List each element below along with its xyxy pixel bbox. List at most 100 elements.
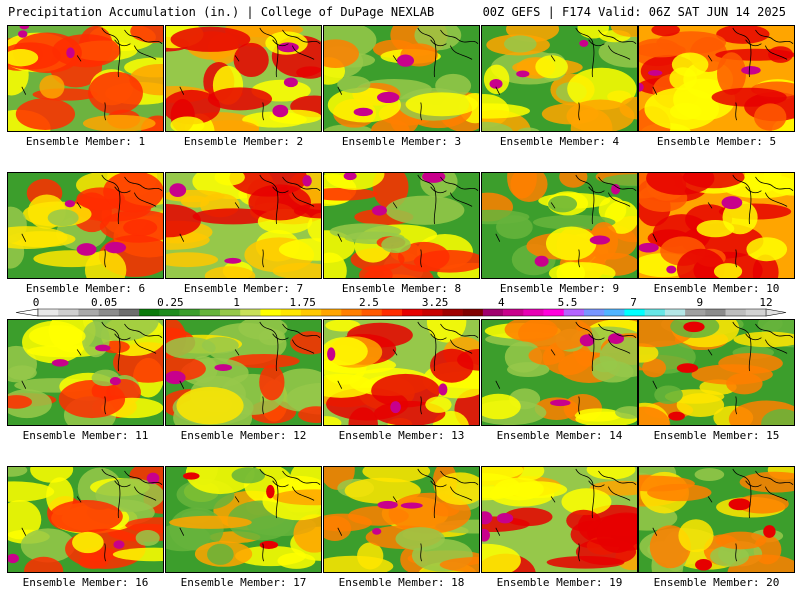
scale-swatch xyxy=(199,309,221,316)
precip-maximum xyxy=(372,528,382,535)
ensemble-map-panel xyxy=(638,25,795,132)
precip-maximum xyxy=(422,173,446,183)
ensemble-map-panel xyxy=(7,25,164,132)
precip-maximum xyxy=(668,411,685,421)
precip-contour xyxy=(8,467,28,477)
ensemble-member-label: Ensemble Member: 1 xyxy=(25,135,146,148)
precip-maximum xyxy=(763,525,776,538)
precip-contour xyxy=(166,252,219,268)
precip-contour xyxy=(293,203,321,219)
precip-contour xyxy=(324,337,368,366)
precip-contour xyxy=(639,42,686,58)
precip-contour xyxy=(761,409,794,425)
ensemble-member-label: Ensemble Member: 16 xyxy=(22,576,149,589)
ensemble-member-label: Ensemble Member: 11 xyxy=(22,429,149,442)
precip-contour xyxy=(482,516,530,533)
precip-contour xyxy=(324,39,359,68)
coastline xyxy=(259,321,321,372)
precip-maximum xyxy=(146,472,160,484)
precip-contour xyxy=(434,472,479,505)
precip-contour xyxy=(405,92,479,117)
ensemble-member-label: Ensemble Member: 18 xyxy=(338,576,465,589)
ensemble-member-label: Ensemble Member: 3 xyxy=(341,135,462,148)
precip-maximum xyxy=(113,540,125,549)
state-border xyxy=(495,55,581,121)
scale-swatch xyxy=(664,309,686,316)
coastline xyxy=(732,321,794,372)
precip-contour xyxy=(371,373,440,408)
scale-swatch xyxy=(584,309,605,316)
precip-contour xyxy=(358,265,393,278)
precip-maximum xyxy=(224,257,242,264)
precip-contour xyxy=(615,406,637,419)
precip-contour xyxy=(204,266,256,278)
precip-contour xyxy=(135,530,160,546)
precip-maximum xyxy=(611,183,621,195)
state-border xyxy=(21,202,107,268)
precip-maximum xyxy=(390,401,401,414)
scale-swatch xyxy=(725,309,747,316)
scale-swatch xyxy=(462,309,484,316)
precip-contour xyxy=(130,26,163,43)
precip-contour xyxy=(385,195,465,225)
scale-swatch xyxy=(139,309,160,316)
scale-swatch xyxy=(159,309,180,316)
precip-contour xyxy=(52,34,121,68)
precip-contour xyxy=(192,208,274,225)
precip-contour xyxy=(207,543,234,565)
precip-contour xyxy=(95,478,163,513)
precip-contour xyxy=(482,467,524,481)
scale-tick-label: 5.5 xyxy=(558,296,578,309)
ensemble-member-label: Ensemble Member: 8 xyxy=(341,282,462,295)
ensemble-member-label: Ensemble Member: 20 xyxy=(653,576,780,589)
scale-swatch xyxy=(543,309,565,316)
precip-contour xyxy=(39,74,65,99)
precip-maximum xyxy=(327,347,336,361)
precip-maximum xyxy=(283,77,298,88)
precip-contour xyxy=(30,467,74,483)
scale-swatch xyxy=(745,309,767,316)
precip-contour xyxy=(682,173,745,189)
precip-maximum xyxy=(343,173,357,181)
precip-maximum xyxy=(95,344,111,352)
precip-maximum xyxy=(721,196,743,210)
scale-tick-label: 0.05 xyxy=(91,296,118,309)
precip-contour xyxy=(676,248,725,278)
precip-contour xyxy=(439,556,479,572)
precip-contour xyxy=(496,215,533,240)
scale-swatch xyxy=(341,309,362,316)
coastline xyxy=(732,174,794,225)
precip-maximum xyxy=(639,242,659,253)
precip-contour xyxy=(324,187,378,201)
precip-contour xyxy=(696,220,735,238)
precip-maximum xyxy=(396,54,415,67)
scale-tick-label: 2.5 xyxy=(359,296,379,309)
precip-contour xyxy=(58,380,126,419)
precip-contour xyxy=(545,226,597,261)
precip-contour xyxy=(78,554,109,569)
precip-contour xyxy=(293,514,321,553)
precip-contour xyxy=(8,499,42,540)
precip-contour xyxy=(482,121,513,131)
scale-swatch xyxy=(624,309,645,316)
precip-contour xyxy=(739,471,794,493)
coastline xyxy=(101,468,163,519)
precip-maximum xyxy=(8,553,19,564)
ensemble-map-panel xyxy=(323,466,480,573)
scale-swatch xyxy=(523,309,544,316)
ensemble-map-panel xyxy=(7,172,164,279)
coastline xyxy=(259,174,321,225)
ensemble-member-label: Ensemble Member: 10 xyxy=(653,282,780,295)
ensemble-map-panel xyxy=(323,25,480,132)
precip-maximum xyxy=(272,104,289,118)
precip-contour xyxy=(566,509,601,532)
precip-contour xyxy=(669,102,702,120)
coastline xyxy=(575,321,637,372)
precip-contour xyxy=(639,406,671,425)
precip-contour xyxy=(176,386,244,425)
precip-contour xyxy=(768,46,794,63)
precip-contour xyxy=(566,99,635,131)
precip-contour xyxy=(610,26,637,37)
state-border xyxy=(652,55,738,121)
precip-maximum xyxy=(589,235,611,245)
